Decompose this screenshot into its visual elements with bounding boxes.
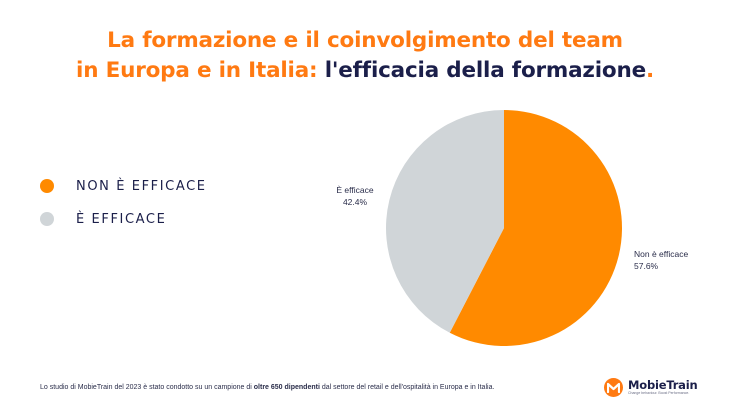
mobietrain-logo: MobieTrain Change behaviour. Boost Perfo…	[604, 377, 698, 397]
slice-label-non-efficace: Non è efficace 57.6%	[634, 249, 688, 271]
title-period: .	[645, 58, 654, 83]
slice-label-value: 57.6%	[634, 261, 659, 271]
title-line-2-navy: l'efficacia della formazione	[324, 58, 646, 83]
title-line-2-orange: in Europa e in Italia:	[76, 58, 318, 83]
pie-slice-efficace	[385, 110, 504, 333]
footnote-part-2: dal settore del retail e dell'ospitalità…	[319, 384, 495, 391]
legend-dot-efficace	[40, 212, 54, 226]
legend-item-non-efficace: NON È EFFICACE	[40, 176, 207, 196]
logo-m-glyph	[607, 382, 620, 393]
title-line-1: La formazione e il coinvolgimento del te…	[107, 28, 623, 53]
slice-label-value: 42.4%	[343, 197, 368, 207]
pie-slice-non-efficace	[449, 110, 622, 346]
logo-name: MobieTrain	[628, 377, 698, 392]
logo-mark-icon	[604, 378, 623, 397]
slice-label-name: Non è efficace	[634, 249, 688, 259]
slice-label-name: È efficace	[336, 185, 373, 195]
footnote-part-1: Lo studio di MobieTrain del 2023 è stato…	[40, 384, 254, 391]
footnote-bold: oltre 650 dipendenti	[253, 384, 320, 391]
title-line-2: in Europa e in Italia: l'efficacia della…	[0, 56, 730, 86]
legend-dot-non-efficace	[40, 179, 54, 193]
page-title: La formazione e il coinvolgimento del te…	[0, 26, 730, 86]
legend-label-non-efficace: NON È EFFICACE	[76, 178, 207, 194]
footnote: Lo studio di MobieTrain del 2023 è stato…	[40, 384, 494, 391]
legend-label-efficace: È EFFICACE	[76, 211, 167, 227]
logo-tagline: Change behaviour. Boost Performance.	[628, 391, 690, 395]
slice-label-efficace: È efficace 42.4%	[336, 185, 373, 207]
legend-item-efficace: È EFFICACE	[40, 209, 207, 229]
chart-legend: NON È EFFICACE È EFFICACE	[40, 176, 207, 242]
